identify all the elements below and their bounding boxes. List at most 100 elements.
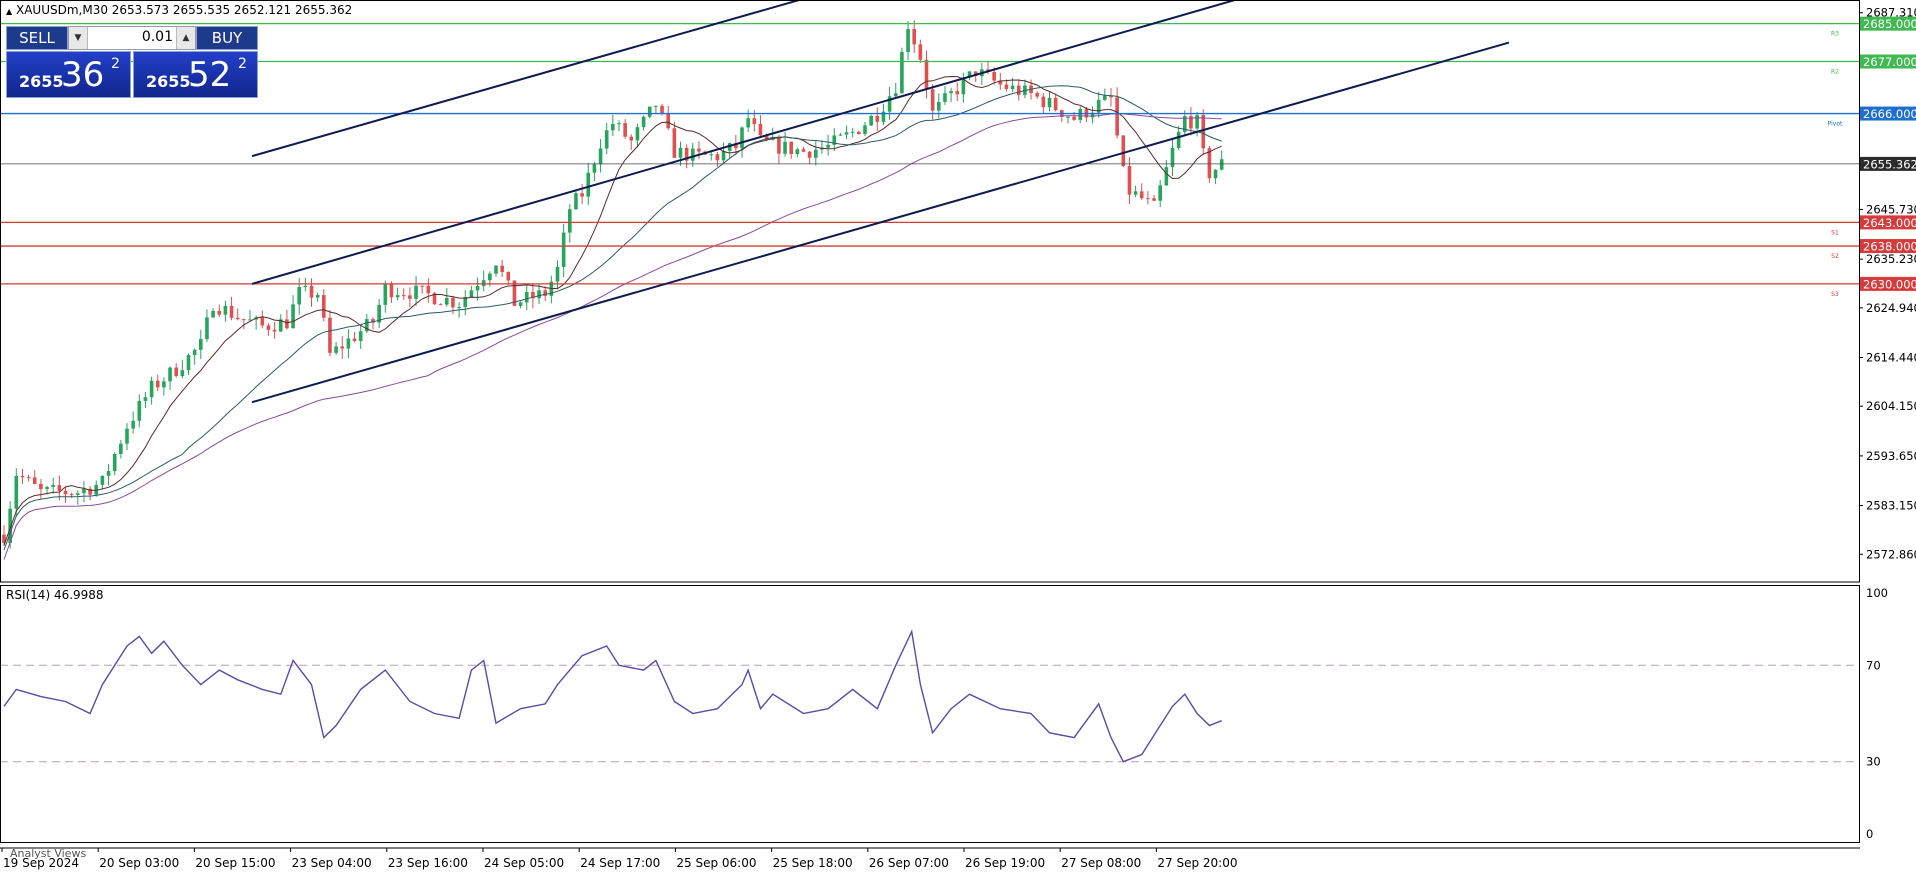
collapse-triangle-icon[interactable]: ▲: [6, 7, 13, 16]
y-tick-label: 2635.230: [1866, 252, 1916, 266]
sell-price-sup: 2: [111, 56, 120, 72]
candle-body: [371, 319, 375, 323]
candle-body: [488, 273, 492, 281]
candle-body: [684, 147, 689, 161]
candle-body: [137, 400, 142, 421]
x-tick-label: 26 Sep 07:00: [869, 856, 949, 870]
candle-body: [1035, 92, 1039, 97]
candle-body: [438, 304, 443, 306]
volume-up-icon[interactable]: ▲: [176, 27, 195, 49]
candle-body: [758, 124, 763, 136]
candle-body: [32, 477, 37, 484]
symbol-line: XAUUSDm,M30 2653.573 2655.535 2652.121 2…: [15, 3, 353, 17]
candle-body: [1139, 191, 1144, 199]
candle-body: [57, 485, 62, 491]
candle-body: [967, 71, 972, 78]
buy-button[interactable]: BUY: [196, 26, 258, 50]
sell-price-big: 36: [61, 55, 105, 95]
main-frame: [0, 0, 1860, 583]
y-tick-label: 2593.650: [1866, 449, 1916, 463]
candle-body: [451, 297, 455, 308]
candle-body: [955, 91, 960, 95]
candle-body: [1115, 97, 1119, 136]
candle-body: [961, 77, 966, 95]
candle-body: [1066, 116, 1070, 118]
candle-body: [1195, 115, 1199, 129]
candle-body: [76, 493, 80, 495]
candle-body: [217, 310, 222, 315]
x-tick-label: 24 Sep 17:00: [580, 856, 660, 870]
candle-body: [734, 143, 738, 149]
candle-body: [764, 135, 769, 140]
candle-body: [51, 485, 55, 488]
candle-body: [832, 135, 837, 145]
candle-body: [432, 293, 437, 305]
candle-body: [88, 488, 92, 495]
candle-body: [457, 307, 461, 309]
rsi-tick-label: 70: [1866, 658, 1881, 672]
candle-body: [346, 338, 351, 349]
candle-body: [266, 325, 271, 330]
candle-body: [334, 346, 338, 353]
candle-body: [863, 125, 867, 135]
price-line-name-r3: R3: [1831, 31, 1839, 38]
candle-body: [512, 280, 517, 306]
candle-body: [383, 284, 388, 305]
price-badge-label: 2685.000: [1863, 17, 1916, 31]
channel-line-2: [251, 0, 1239, 285]
candle-body: [998, 80, 1003, 85]
candle-body: [654, 105, 658, 107]
rsi-frame: [0, 585, 1860, 843]
candle-body: [586, 172, 591, 197]
candle-body: [39, 483, 43, 490]
candle-body: [1127, 166, 1132, 195]
x-tick-label: 27 Sep 20:00: [1157, 856, 1237, 870]
candle-body: [469, 290, 474, 298]
candle-body: [691, 148, 695, 161]
candle-body: [814, 149, 818, 158]
candle-body: [8, 508, 12, 543]
candle-body: [1164, 167, 1169, 186]
candle-body: [531, 292, 535, 299]
y-tick-label: 2624.940: [1866, 301, 1916, 315]
candle-body: [881, 111, 886, 122]
sell-button[interactable]: SELL: [6, 26, 68, 50]
candle-body: [568, 209, 572, 233]
candle-body: [752, 118, 757, 125]
candle-body: [1096, 99, 1101, 113]
candle-body: [992, 72, 996, 81]
volume-field[interactable]: ▼ 0.01 ▲: [68, 26, 196, 50]
candle-body: [844, 132, 849, 135]
price-badge-s1: [1860, 215, 1916, 230]
buy-quote[interactable]: 2655 52 2: [133, 51, 258, 98]
one-click-trade-panel: SELL ▼ 0.01 ▲ BUY 2655 36 2 2655 52 2: [6, 26, 258, 98]
candle-body: [857, 131, 861, 135]
candle-body: [494, 265, 498, 274]
candle-body: [715, 154, 720, 161]
volume-down-icon[interactable]: ▼: [69, 27, 88, 49]
buy-price-big: 52: [188, 55, 232, 95]
candle-body: [352, 338, 357, 341]
candle-body: [611, 123, 615, 131]
candle-body: [561, 232, 566, 267]
candle-body: [180, 370, 185, 377]
sell-quote[interactable]: 2655 36 2: [6, 51, 131, 98]
candle-body: [235, 317, 240, 320]
candle-body: [1121, 135, 1126, 167]
candle-body: [401, 295, 406, 297]
candle-body: [149, 380, 154, 398]
candle-body: [1053, 97, 1058, 111]
rsi-tick-label: 100: [1866, 586, 1888, 600]
candle-body: [666, 113, 670, 129]
volume-value[interactable]: 0.01: [141, 29, 173, 45]
candle-body: [635, 127, 640, 141]
candle-body: [174, 367, 178, 377]
analyst-views-label[interactable]: Analyst Views: [10, 847, 87, 860]
candle-body: [789, 141, 793, 155]
buy-price-prefix: 2655: [146, 72, 191, 91]
candle-body: [481, 280, 486, 287]
x-tick-label: 25 Sep 06:00: [676, 856, 756, 870]
